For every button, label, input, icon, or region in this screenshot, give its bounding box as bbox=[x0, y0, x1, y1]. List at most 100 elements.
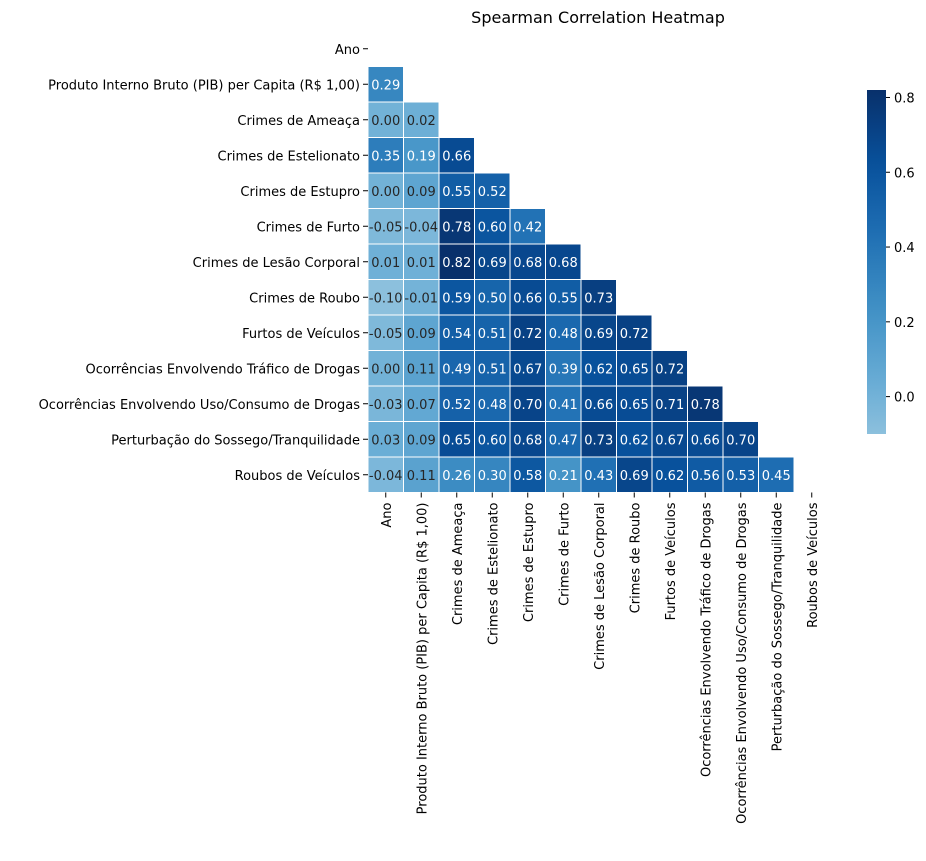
x-tick-label: Crimes de Estupro bbox=[522, 502, 537, 622]
y-tick-label: Ocorrências Envolvendo Uso/Consumo de Dr… bbox=[39, 398, 361, 413]
cell-value-label: 0.26 bbox=[442, 469, 471, 484]
cell-value-label: 0.66 bbox=[691, 433, 720, 448]
cell-value-label: 0.50 bbox=[478, 291, 507, 306]
cell-value-label: -0.01 bbox=[404, 291, 438, 306]
cell-value-label: 0.11 bbox=[407, 469, 436, 484]
heatmap-cell bbox=[580, 279, 617, 316]
cell-value-label: 0.65 bbox=[620, 362, 649, 377]
cell-value-label: 0.68 bbox=[549, 256, 578, 271]
cell-value-label: 0.67 bbox=[655, 433, 684, 448]
colorbar-tick-label: 0.6 bbox=[894, 166, 915, 181]
cell-value-label: 0.62 bbox=[584, 362, 613, 377]
cell-value-label: 0.62 bbox=[620, 433, 649, 448]
x-tick-label: Ocorrências Envolvendo Uso/Consumo de Dr… bbox=[735, 502, 750, 824]
cell-value-label: 0.42 bbox=[513, 220, 542, 235]
cell-value-label: 0.60 bbox=[478, 220, 507, 235]
cell-value-label: -0.04 bbox=[369, 469, 403, 484]
cell-value-label: 0.47 bbox=[549, 433, 578, 448]
cell-value-label: 0.51 bbox=[478, 362, 507, 377]
colorbar-tick-label: 0.0 bbox=[894, 391, 915, 406]
cell-value-label: 0.62 bbox=[655, 469, 684, 484]
heatmap-cell bbox=[403, 243, 440, 280]
cell-value-label: 0.01 bbox=[371, 256, 400, 271]
x-tick-label: Produto Interno Bruto (PIB) per Capita (… bbox=[415, 503, 430, 815]
cell-value-label: 0.73 bbox=[584, 291, 613, 306]
heatmap-cell bbox=[651, 350, 688, 387]
y-tick-label: Roubos de Veículos bbox=[235, 469, 361, 484]
heatmap-cell bbox=[367, 456, 404, 493]
cell-value-label: 0.49 bbox=[442, 362, 471, 377]
heatmap-cell bbox=[545, 421, 582, 458]
cell-value-label: 0.78 bbox=[691, 398, 720, 413]
heatmap-cell bbox=[545, 279, 582, 316]
heatmap-cell bbox=[367, 279, 404, 316]
x-tick-label: Crimes de Estelionato bbox=[486, 502, 501, 645]
heatmap-cell bbox=[545, 385, 582, 422]
colorbar-tick-label: 0.4 bbox=[894, 241, 915, 256]
colorbar-gradient bbox=[867, 90, 886, 434]
heatmap-cell bbox=[509, 243, 546, 280]
cell-value-label: 0.03 bbox=[371, 433, 400, 448]
y-tick-label: Ocorrências Envolvendo Tráfico de Drogas bbox=[85, 362, 360, 377]
y-tick-label: Crimes de Furto bbox=[257, 220, 360, 235]
heatmap-cells: 0.29 0.00 0.02 0.35 0.19 0.66 0.00 0.09 0.55 0.52… bbox=[367, 66, 795, 493]
cell-value-label: 0.66 bbox=[584, 398, 613, 413]
heatmap-cell bbox=[651, 456, 688, 493]
cell-value-label: 0.11 bbox=[407, 362, 436, 377]
cell-value-label: 0.19 bbox=[407, 149, 436, 164]
cell-value-label: 0.69 bbox=[620, 469, 649, 484]
y-tick-label: Crimes de Estelionato bbox=[218, 149, 361, 164]
cell-value-label: 0.59 bbox=[442, 291, 471, 306]
cell-value-label: 0.56 bbox=[691, 469, 720, 484]
cell-value-label: 0.72 bbox=[513, 327, 542, 342]
y-tick-label: Ano bbox=[335, 43, 360, 58]
heatmap-cell bbox=[367, 421, 404, 458]
heatmap-cell bbox=[403, 172, 440, 209]
heatmap-cell bbox=[367, 314, 404, 351]
cell-value-label: -0.05 bbox=[369, 327, 403, 342]
heatmap-cell bbox=[687, 385, 724, 422]
heatmap-cell bbox=[722, 421, 759, 458]
cell-value-label: 0.39 bbox=[549, 362, 578, 377]
heatmap-cell bbox=[509, 385, 546, 422]
cell-value-label: -0.05 bbox=[369, 220, 403, 235]
colorbar-tick-label: 0.8 bbox=[894, 91, 915, 106]
heatmap-cell bbox=[474, 172, 511, 209]
cell-value-label: 0.07 bbox=[407, 398, 436, 413]
x-tick-label: Ocorrências Envolvendo Tráfico de Drogas bbox=[699, 502, 714, 777]
chart-title: Spearman Correlation Heatmap bbox=[471, 8, 725, 27]
cell-value-label: 0.68 bbox=[513, 433, 542, 448]
cell-value-label: 0.51 bbox=[478, 327, 507, 342]
x-tick-label: Furtos de Veículos bbox=[664, 502, 679, 620]
x-tick-label: Crimes de Lesão Corporal bbox=[593, 503, 608, 670]
heatmap-cell bbox=[403, 456, 440, 493]
cell-value-label: -0.10 bbox=[369, 291, 403, 306]
cell-value-label: 0.54 bbox=[442, 327, 471, 342]
heatmap-cell bbox=[474, 421, 511, 458]
heatmap-cell bbox=[651, 421, 688, 458]
cell-value-label: 0.09 bbox=[407, 185, 436, 200]
heatmap-cell bbox=[474, 208, 511, 245]
cell-value-label: 0.60 bbox=[478, 433, 507, 448]
heatmap-cell bbox=[545, 243, 582, 280]
y-tick-label: Crimes de Roubo bbox=[249, 291, 360, 306]
cell-value-label: 0.70 bbox=[726, 433, 755, 448]
y-tick-label: Crimes de Estupro bbox=[240, 185, 360, 200]
y-tick-label: Perturbação do Sossego/Tranquilidade bbox=[111, 433, 360, 448]
y-tick-label: Produto Interno Bruto (PIB) per Capita (… bbox=[48, 78, 360, 93]
cell-value-label: -0.03 bbox=[369, 398, 403, 413]
heatmap-cell bbox=[403, 208, 440, 245]
x-tick-label: Crimes de Ameaça bbox=[451, 503, 466, 626]
y-tick-label: Crimes de Lesão Corporal bbox=[193, 256, 360, 271]
cell-value-label: 0.67 bbox=[513, 362, 542, 377]
cell-value-label: 0.41 bbox=[549, 398, 578, 413]
cell-value-label: 0.70 bbox=[513, 398, 542, 413]
heatmap-cell bbox=[438, 456, 475, 493]
heatmap-cell bbox=[616, 385, 653, 422]
cell-value-label: 0.30 bbox=[478, 469, 507, 484]
y-axis-labels: Ano Produto Interno Bruto (PIB) per Capit… bbox=[39, 43, 368, 484]
cell-value-label: 0.43 bbox=[584, 469, 613, 484]
cell-value-label: 0.00 bbox=[371, 185, 400, 200]
cell-value-label: 0.69 bbox=[584, 327, 613, 342]
